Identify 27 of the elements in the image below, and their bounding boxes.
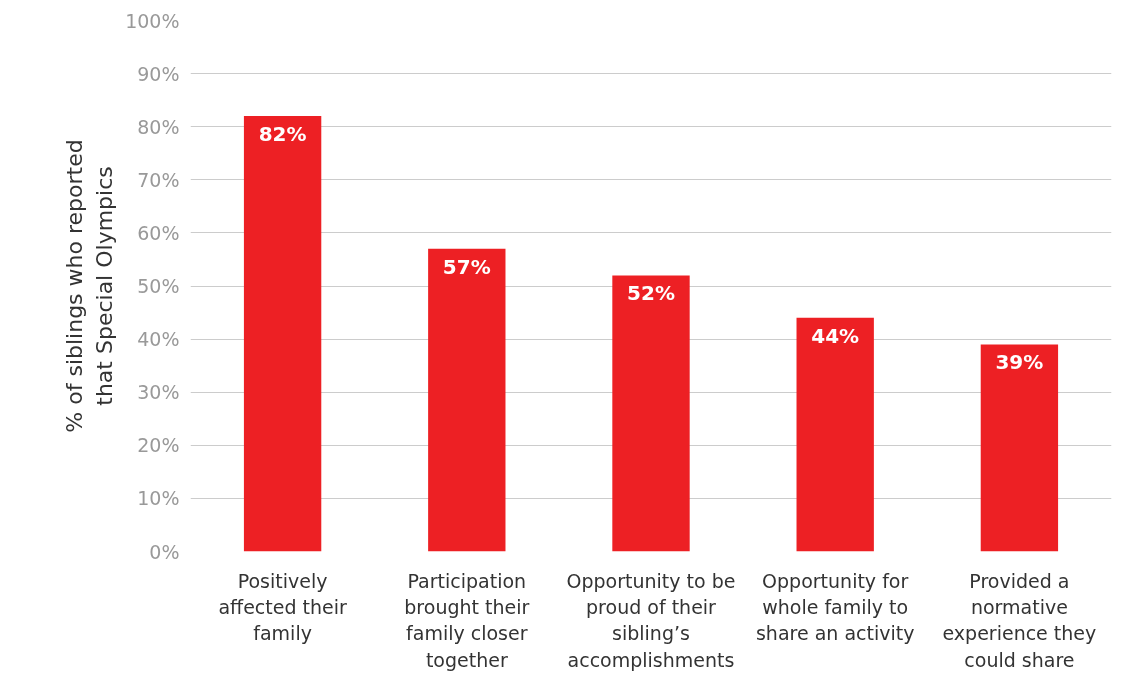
y-tick-label: 50% [137, 275, 180, 297]
data-label: 57% [442, 254, 491, 279]
bar [243, 116, 322, 552]
x-tick-label: Participation brought their family closer together [404, 569, 530, 671]
bar [428, 248, 506, 552]
data-label: 52% [627, 281, 675, 306]
bar [612, 275, 690, 552]
data-label: 82% [258, 122, 307, 147]
data-label: 39% [995, 350, 1044, 375]
y-tick-label: 30% [137, 381, 180, 404]
bar [980, 344, 1059, 552]
x-tick-label: Provided a normative experience they could share [942, 569, 1097, 671]
x-tick-label: Positively affected their family [218, 569, 347, 645]
y-tick-label: 100% [125, 9, 180, 32]
y-tick-label: 90% [137, 62, 180, 85]
y-tick-label: 20% [137, 434, 180, 457]
y-tick-label: 0% [149, 540, 180, 563]
data-label: 44% [811, 323, 860, 348]
y-tick-label: 10% [137, 487, 180, 510]
y-tick-label: 70% [137, 168, 180, 191]
bar [796, 317, 874, 552]
y-tick-label: 80% [137, 115, 180, 138]
x-tick-label: Opportunity to be proud of their sibling’s accomplishments [566, 569, 736, 671]
y-axis-title: % of siblings who reported that Special Olympics [62, 139, 118, 433]
x-tick-label: Opportunity for whole family to share an activity [755, 569, 915, 645]
y-tick-label: 40% [137, 328, 180, 351]
y-tick-label: 60% [137, 221, 180, 244]
